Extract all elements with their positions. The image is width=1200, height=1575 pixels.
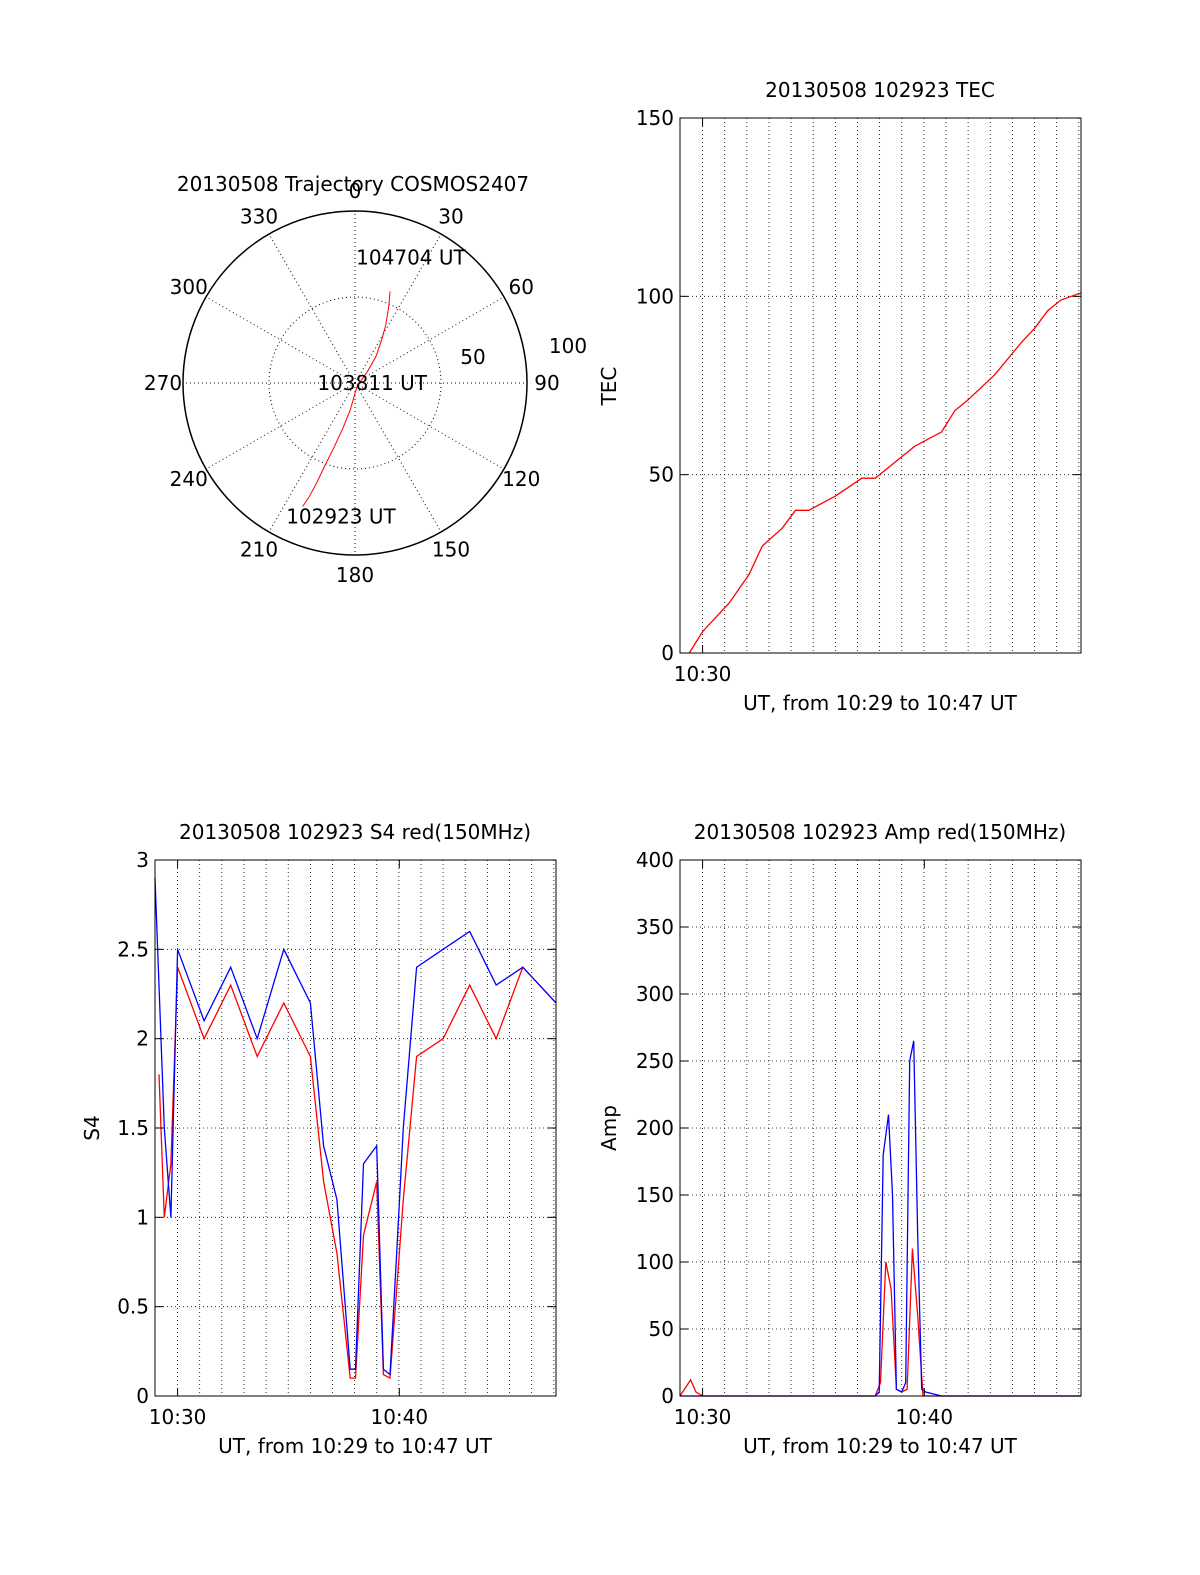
x-tick-label: 10:40 <box>370 1405 428 1429</box>
series-line <box>688 292 1082 654</box>
s4-line-chart: 20130508 102923 S4 red(150MHz) S4 UT, fr… <box>80 820 557 1458</box>
y-tick-label: 100 <box>636 1250 674 1274</box>
polar-azimuth-label: 60 <box>509 275 534 299</box>
amp-title: 20130508 102923 Amp red(150MHz) <box>694 820 1066 844</box>
polar-azimuth-label: 210 <box>240 537 278 561</box>
polar-spoke <box>205 382 356 470</box>
y-tick-label: 300 <box>636 982 674 1006</box>
tec-title: 20130508 102923 TEC <box>765 78 995 102</box>
tec-xlabel: UT, from 10:29 to 10:47 UT <box>743 691 1018 715</box>
y-tick-label: 200 <box>636 1116 674 1140</box>
polar-azimuth-label: 270 <box>144 371 182 395</box>
y-tick-label: 100 <box>636 284 674 308</box>
y-tick-label: 3 <box>136 848 149 872</box>
polar-grid <box>182 210 528 556</box>
trajectory-polar-plot: 20130508 Trajectory COSMOS2407 0 30 60 90 12… <box>144 172 587 587</box>
x-tick-label: 10:30 <box>674 662 732 686</box>
y-tick-label: 150 <box>636 106 674 130</box>
y-tick-label: 1 <box>136 1205 149 1229</box>
y-tick-label: 2.5 <box>117 937 149 961</box>
polar-azimuth-label: 330 <box>240 205 278 229</box>
trajectory-series <box>302 291 391 507</box>
amp-xlabel: UT, from 10:29 to 10:47 UT <box>743 1434 1018 1458</box>
x-tick-label: 10:30 <box>674 1405 732 1429</box>
plot-frame <box>679 117 1082 654</box>
polar-azimuth-label: 300 <box>170 275 208 299</box>
polar-azimuth-label: 180 <box>336 563 374 587</box>
polar-spoke <box>354 382 442 533</box>
amp-ylabel: Amp <box>597 1105 621 1151</box>
trajectory-line <box>302 291 391 507</box>
polar-spoke <box>354 296 505 384</box>
y-tick-label: 150 <box>636 1183 674 1207</box>
s4-plot-area: 0 0.5 1 1.5 2 2.5 3 10:30 10:40 <box>117 848 557 1429</box>
polar-spoke <box>268 382 356 533</box>
trajectory-time-label: 102923 UT <box>286 504 396 528</box>
tec-ylabel: TEC <box>597 367 621 407</box>
polar-ring-label: 100 <box>549 334 587 358</box>
series-line <box>158 965 557 1380</box>
y-tick-label: 250 <box>636 1049 674 1073</box>
polar-spoke <box>354 233 442 384</box>
trajectory-annotations: 104704 UT 103811 UT 102923 UT <box>286 245 466 528</box>
trajectory-time-label: 103811 UT <box>317 371 427 395</box>
polar-spoke <box>268 233 356 384</box>
s4-xlabel: UT, from 10:29 to 10:47 UT <box>218 1434 493 1458</box>
tec-plot-area: 0 50 100 150 10:30 <box>636 106 1082 686</box>
x-tick-label: 10:30 <box>149 1405 207 1429</box>
s4-title: 20130508 102923 S4 red(150MHz) <box>179 820 531 844</box>
y-tick-label: 50 <box>649 463 674 487</box>
y-tick-label: 50 <box>649 1317 674 1341</box>
polar-ring-50 <box>268 296 442 470</box>
y-tick-label: 1.5 <box>117 1116 149 1140</box>
y-tick-label: 0 <box>661 1384 674 1408</box>
y-tick-label: 400 <box>636 848 674 872</box>
y-tick-label: 0 <box>136 1384 149 1408</box>
s4-ylabel: S4 <box>80 1115 104 1140</box>
polar-azimuth-label: 30 <box>438 205 463 229</box>
y-tick-label: 350 <box>636 915 674 939</box>
y-tick-label: 2 <box>136 1027 149 1051</box>
polar-azimuth-label: 150 <box>432 537 470 561</box>
series-line <box>154 877 557 1376</box>
y-tick-label: 0.5 <box>117 1295 149 1319</box>
polar-spoke <box>205 296 356 384</box>
polar-azimuth-label: 90 <box>534 371 559 395</box>
polar-ring-label: 50 <box>460 345 485 369</box>
tec-line-chart: 20130508 102923 TEC TEC UT, from 10:29 t… <box>597 78 1082 715</box>
amp-line-chart: 20130508 102923 Amp red(150MHz) Amp UT, … <box>597 820 1082 1458</box>
x-tick-label: 10:40 <box>895 1405 953 1429</box>
polar-spoke <box>354 382 505 470</box>
polar-azimuth-label: 120 <box>502 467 540 491</box>
amp-plot-area: 0 50 100 150 200 250 300 350 400 10:30 10:40 <box>636 848 1082 1429</box>
polar-outer-circle <box>182 210 528 556</box>
y-tick-label: 0 <box>661 641 674 665</box>
polar-azimuth-label: 240 <box>170 467 208 491</box>
trajectory-time-label: 104704 UT <box>356 245 466 269</box>
polar-azimuth-label: 0 <box>349 179 362 203</box>
series-line <box>680 1040 1081 1397</box>
trajectory-title: 20130508 Trajectory COSMOS2407 <box>177 172 529 196</box>
polar-azimuth-labels: 0 30 60 90 120 150 180 210 240 270 300 330 50 100 <box>144 179 587 587</box>
